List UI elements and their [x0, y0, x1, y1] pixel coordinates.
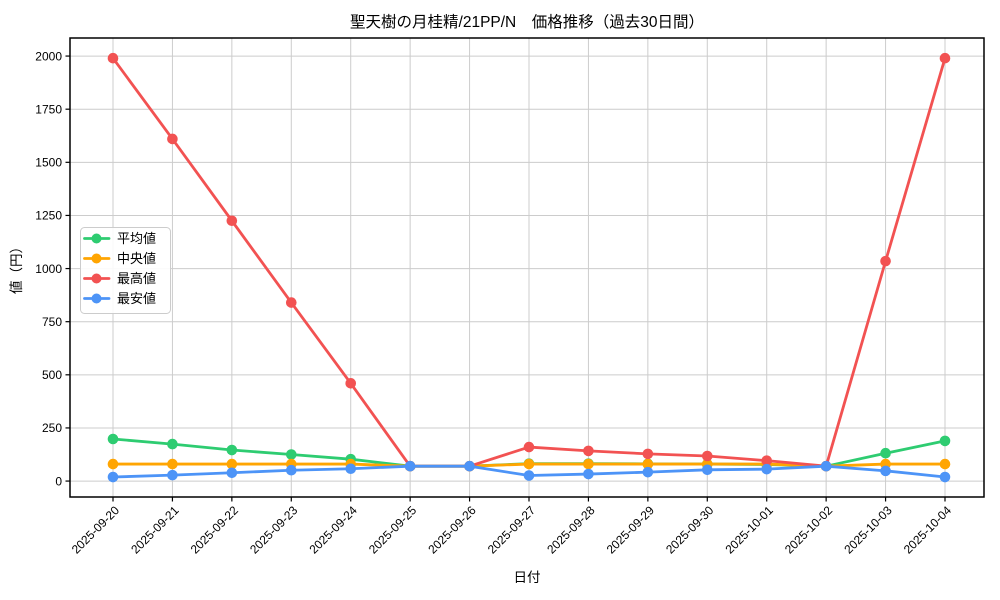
series-group	[107, 52, 951, 483]
data-point-min	[285, 464, 297, 476]
data-point-min	[464, 460, 475, 472]
data-point-max	[523, 441, 535, 453]
legend-label-max: 最高値	[117, 271, 156, 286]
y-tick-label: 1000	[35, 262, 62, 276]
x-tick-label: 2025-10-02	[782, 503, 836, 557]
data-point-min	[880, 465, 891, 477]
data-point-median	[642, 458, 654, 470]
x-axis-label: 日付	[514, 570, 541, 585]
legend-item-median: 中央値	[83, 251, 156, 266]
data-point-min	[701, 464, 713, 476]
chart-title: 聖天樹の月桂精/21PP/N 価格推移（過去30日間）	[350, 13, 704, 31]
data-point-min	[167, 469, 178, 481]
data-point-average	[167, 438, 178, 450]
x-tick-label: 2025-09-21	[128, 503, 182, 557]
y-axis-label: 値（円）	[9, 240, 24, 294]
data-point-min	[642, 466, 654, 478]
y-tick-label: 0	[55, 474, 62, 488]
data-point-max	[167, 133, 178, 145]
x-tick-label: 2025-09-25	[366, 503, 420, 557]
data-point-max	[939, 52, 951, 64]
data-point-min	[107, 471, 119, 483]
legend-box	[80, 227, 171, 314]
data-point-max	[345, 378, 357, 389]
data-point-min	[226, 467, 238, 479]
x-tick-label: 2025-10-01	[723, 503, 777, 557]
y-tick-label: 500	[42, 368, 62, 382]
data-point-min	[345, 463, 357, 475]
axis-tick-labels: 2025-09-20 2025-09-21 2025-09-22 2025-09-23…	[35, 49, 954, 556]
data-point-median	[523, 458, 535, 470]
data-point-min	[939, 471, 951, 483]
plot-border	[69, 37, 985, 498]
x-tick-label: 2025-09-29	[604, 503, 658, 557]
y-tick-label: 1250	[35, 209, 62, 223]
data-point-average	[939, 435, 951, 447]
x-tick-label: 2025-09-20	[69, 503, 123, 557]
y-tick-label: 2000	[35, 49, 62, 63]
y-tick-label: 1750	[35, 102, 62, 116]
data-point-average	[226, 444, 238, 456]
data-point-median	[583, 458, 594, 470]
x-tick-label: 2025-09-22	[188, 503, 242, 557]
x-tick-label: 2025-09-23	[247, 503, 301, 557]
data-point-median	[107, 458, 119, 470]
data-point-min	[761, 463, 773, 475]
legend-item-min: 最安値	[83, 291, 156, 306]
data-point-min	[404, 460, 416, 472]
x-tick-label: 2025-10-04	[901, 503, 955, 557]
y-tick-label: 250	[42, 421, 62, 435]
data-point-max	[107, 52, 119, 64]
data-point-max	[761, 455, 773, 466]
x-tick-label: 2025-10-03	[841, 503, 895, 557]
legend-label-average: 平均値	[117, 231, 156, 246]
x-tick-label: 2025-09-28	[544, 503, 598, 557]
legend-marker-min	[91, 293, 102, 304]
legend-marker-median	[91, 253, 102, 264]
grid	[70, 38, 984, 497]
legend-item-average: 平均値	[83, 231, 156, 246]
axis-ticks	[65, 55, 946, 502]
data-point-median	[939, 458, 951, 470]
y-tick-label: 750	[42, 315, 62, 329]
data-point-average	[880, 447, 891, 459]
legend-item-max: 最高値	[83, 271, 156, 286]
x-tick-label: 2025-09-26	[425, 503, 479, 557]
x-tick-label: 2025-09-27	[485, 503, 539, 557]
data-point-max	[880, 255, 891, 267]
y-tick-label: 1500	[35, 156, 62, 170]
data-point-max	[701, 450, 713, 462]
data-point-min	[523, 470, 535, 481]
x-tick-label: 2025-09-24	[307, 503, 361, 557]
x-tick-label: 2025-09-30	[663, 503, 717, 557]
data-point-average	[285, 449, 297, 460]
data-point-max	[285, 297, 297, 308]
data-point-average	[107, 433, 119, 445]
legend-marker-max	[91, 273, 102, 284]
data-point-max	[642, 448, 654, 460]
data-point-min	[583, 468, 594, 480]
legend-marker-average	[91, 233, 102, 244]
data-point-max	[583, 445, 594, 457]
data-point-max	[226, 215, 238, 227]
data-point-min	[820, 460, 832, 472]
data-point-median	[226, 458, 238, 470]
data-point-median	[167, 458, 178, 470]
legend-label-median: 中央値	[117, 251, 156, 266]
legend-label-min: 最安値	[117, 291, 156, 306]
legend: 平均値 中央値 最高値 最安値	[80, 227, 171, 314]
